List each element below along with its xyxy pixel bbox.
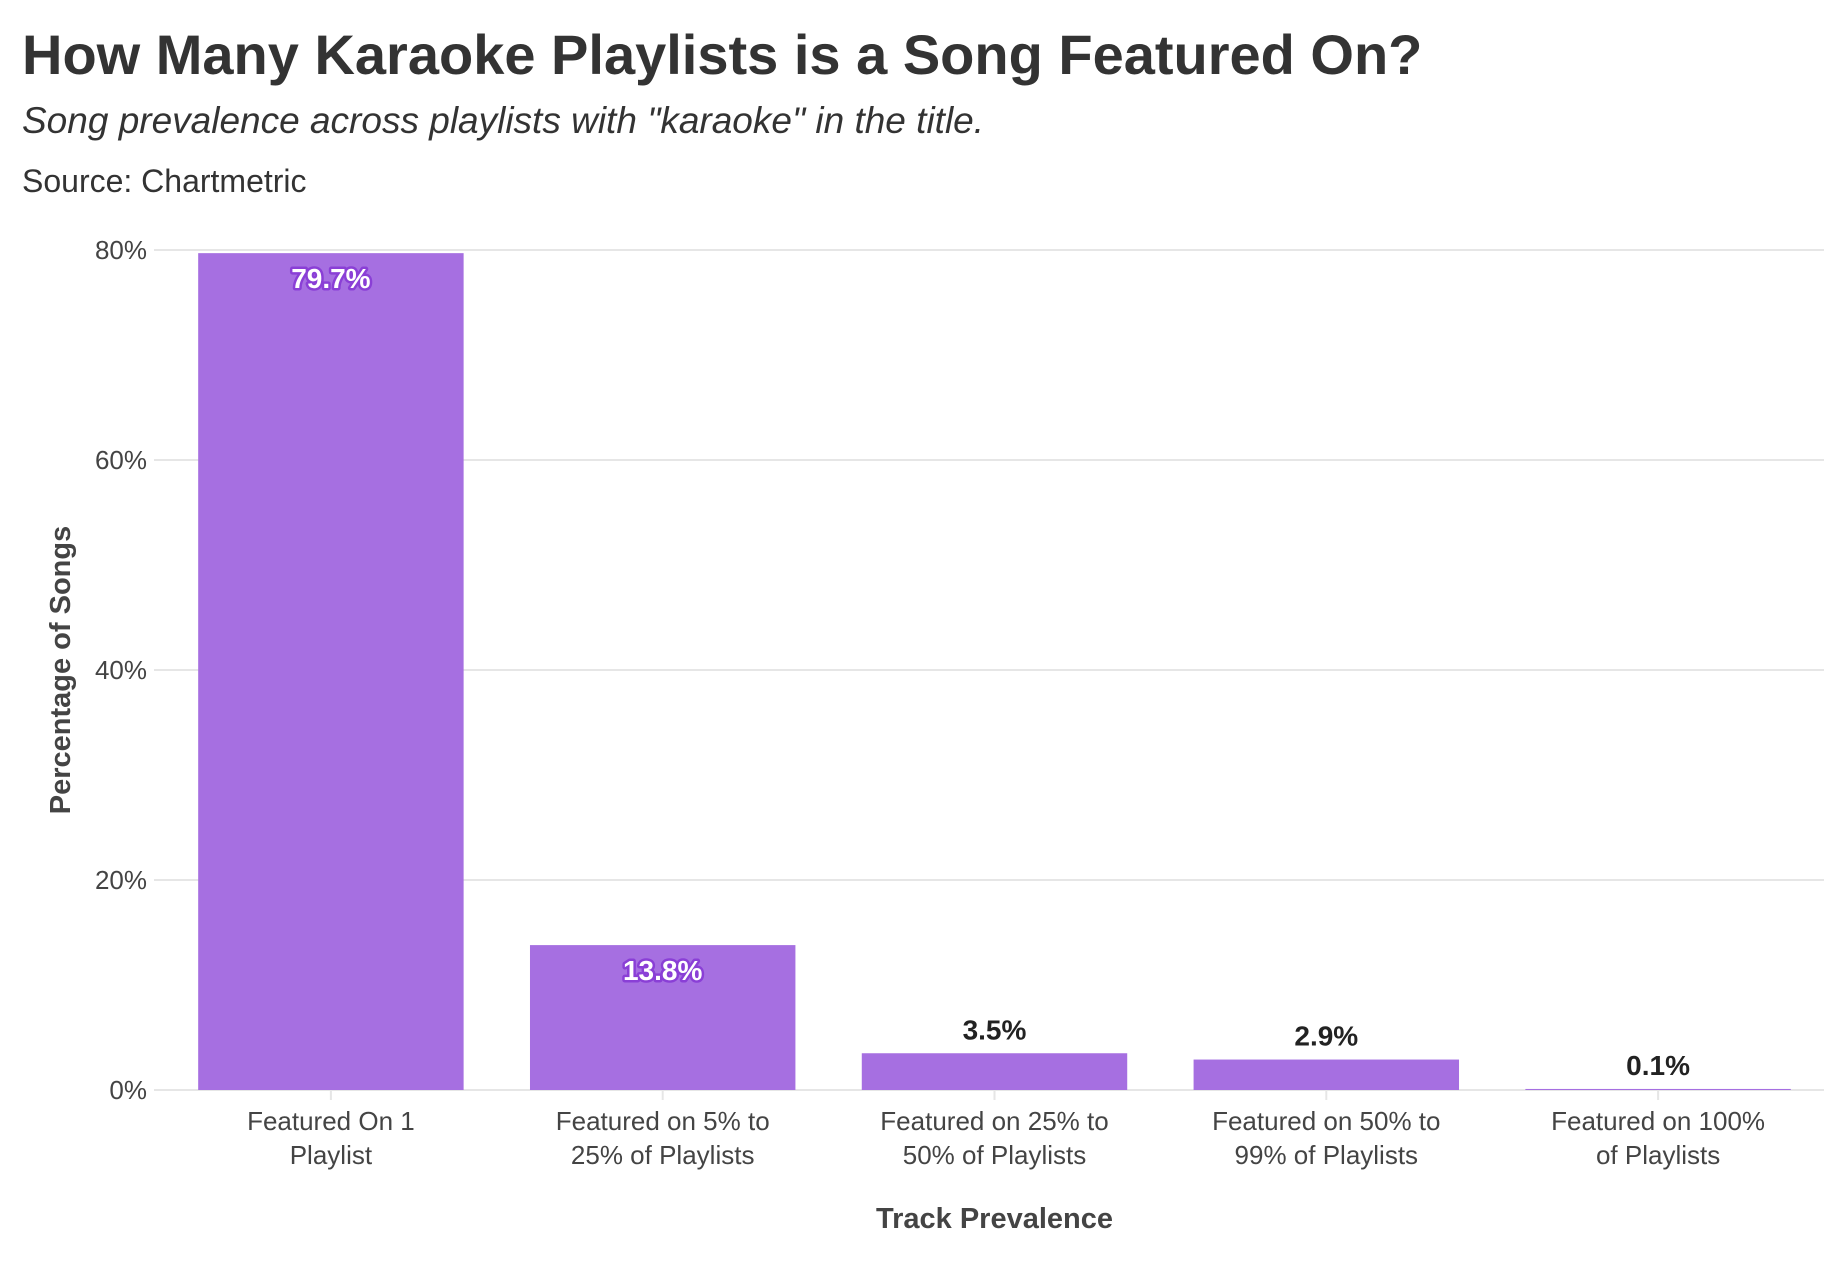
bars	[198, 253, 1791, 1090]
bar-data-label: 0.1%	[1626, 1050, 1690, 1081]
x-tick-label-line: Playlist	[290, 1140, 373, 1170]
x-tick-label-line: 50% of Playlists	[903, 1140, 1087, 1170]
x-tick-label-line: Featured On 1	[247, 1106, 415, 1136]
x-tick-label: Featured on 100% of Playlists	[1551, 1106, 1765, 1170]
chart-caption: Source: Chartmetric	[22, 163, 307, 199]
chart-subtitle: Song prevalence across playlists with "k…	[22, 100, 985, 141]
x-tick-label-line: Featured on 50% to	[1212, 1106, 1440, 1136]
y-tick-label: 0%	[109, 1075, 147, 1105]
bar	[1193, 1059, 1460, 1090]
bar	[1525, 1088, 1791, 1090]
x-tick-label-line: 99% of Playlists	[1235, 1140, 1419, 1170]
y-axis-title: Percentage of Songs	[45, 526, 77, 814]
bar-data-label: 13.8%	[623, 955, 702, 986]
x-tick-label: Featured on 5% to 25% of Playlists	[556, 1106, 770, 1170]
x-tick-label-line: 25% of Playlists	[571, 1140, 755, 1170]
y-tick-label: 80%	[95, 235, 147, 265]
x-tick-label: Featured On 1 Playlist	[247, 1106, 415, 1170]
bar	[861, 1053, 1128, 1090]
bar	[198, 253, 464, 1090]
x-axis-ticks: Featured On 1 Playlist Featured on 5% to 25…	[247, 1090, 1765, 1170]
y-axis-ticks: 0% 20% 40% 60% 80%	[95, 235, 165, 1105]
y-tick-label: 60%	[95, 445, 147, 475]
x-tick-label-line: Featured on 25% to	[880, 1106, 1108, 1136]
bar-data-label: 79.7%	[291, 263, 370, 294]
x-tick-label-line: Featured on 100%	[1551, 1106, 1765, 1136]
y-tick-label: 40%	[95, 655, 147, 685]
chart-title: How Many Karaoke Playlists is a Song Fea…	[22, 23, 1423, 86]
bar-data-label: 3.5%	[963, 1014, 1027, 1045]
bar-data-labels: 79.7% 13.8% 3.5% 2.9% 0.1%	[289, 261, 1690, 1081]
x-tick-label: Featured on 25% to 50% of Playlists	[880, 1106, 1108, 1170]
x-axis-title: Track Prevalence	[876, 1203, 1113, 1235]
x-tick-label-line: Featured on 5% to	[556, 1106, 770, 1136]
x-tick-label-line: of Playlists	[1596, 1140, 1720, 1170]
x-tick-label: Featured on 50% to 99% of Playlists	[1212, 1106, 1440, 1170]
bar-data-label: 2.9%	[1294, 1021, 1358, 1052]
bar	[529, 945, 796, 1090]
y-tick-label: 20%	[95, 865, 147, 895]
